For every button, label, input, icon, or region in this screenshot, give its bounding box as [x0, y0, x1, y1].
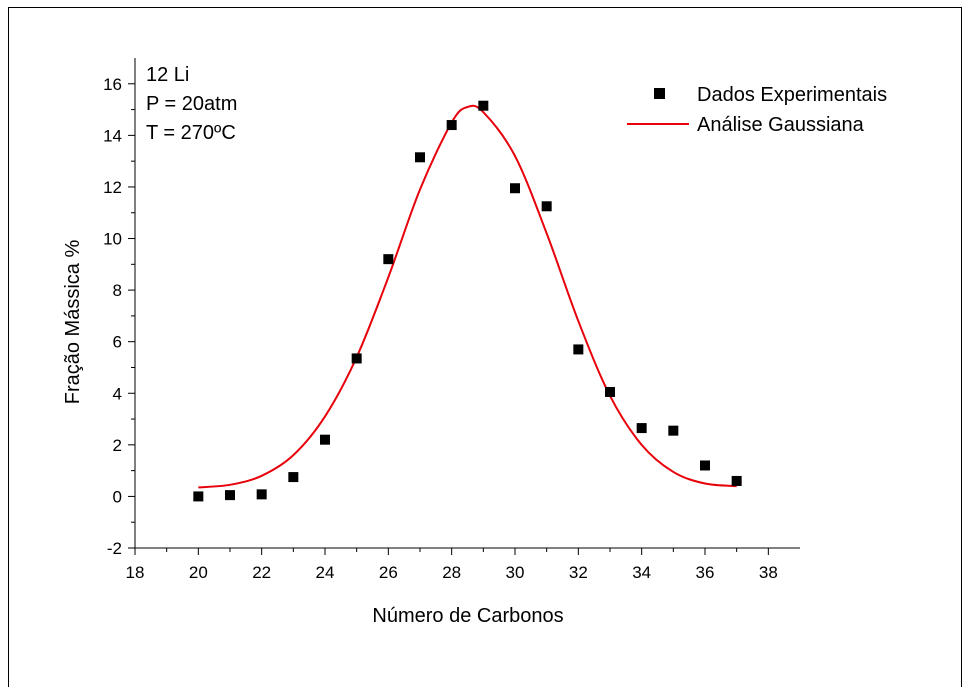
x-tick-label: 32 [569, 563, 588, 582]
data-point [288, 472, 299, 483]
data-point [605, 386, 615, 397]
data-point [700, 460, 710, 471]
x-tick-label: 38 [759, 563, 778, 582]
data-point [415, 152, 425, 163]
y-axis-label: Fração Mássica % [62, 240, 84, 405]
legend: Dados Experimentais Análise Gaussiana [627, 84, 887, 136]
curve-layer [198, 104, 737, 489]
data-point [478, 100, 489, 111]
data-point [351, 353, 362, 364]
y-tick-label: 4 [113, 384, 122, 403]
data-point [636, 423, 647, 434]
data-point [320, 434, 330, 445]
y-tick-label: 12 [103, 178, 122, 197]
y-tick-label: -2 [107, 539, 122, 558]
data-point [256, 489, 267, 500]
x-tick-label: 26 [379, 563, 398, 582]
x-tick-label: 20 [189, 563, 208, 582]
y-tick-label: 16 [103, 75, 122, 94]
data-point [193, 491, 204, 502]
data-point [383, 254, 394, 265]
x-tick-label: 22 [252, 563, 271, 582]
y-tick-label: 6 [113, 333, 122, 352]
annotation-line-2: P = 20atm [146, 93, 237, 115]
y-tick-label: 0 [113, 487, 122, 506]
annotation-line-1: 12 Li [146, 64, 189, 86]
x-tick-label: 34 [632, 563, 651, 582]
data-point [510, 183, 520, 194]
y-tick-label: 2 [113, 436, 122, 455]
data-point [446, 120, 457, 131]
figure-frame [8, 7, 962, 687]
y-tick-label: 14 [103, 126, 122, 145]
series-line-analise-gaussiana [198, 104, 737, 489]
x-tick-label: 28 [442, 563, 461, 582]
tick-marks [128, 83, 769, 555]
annotation-line-3: T = 270ºC [146, 122, 236, 144]
data-point [668, 425, 679, 436]
x-tick-label: 36 [696, 563, 715, 582]
x-tick-label: 18 [126, 563, 145, 582]
data-point [225, 490, 235, 501]
legend-marker-points [654, 88, 665, 99]
legend-label-points: Dados Experimentais [697, 84, 887, 106]
y-tick-label: 8 [113, 281, 122, 300]
data-point [573, 344, 584, 355]
x-tick-label: 30 [506, 563, 525, 582]
data-point [541, 201, 552, 212]
points-layer [193, 100, 742, 502]
legend-label-curve: Análise Gaussiana [697, 114, 865, 136]
x-tick-label: 24 [316, 563, 335, 582]
y-tick-label: 10 [103, 230, 122, 249]
axes [134, 58, 800, 549]
data-point [731, 475, 742, 486]
x-axis-label: Número de Carbonos [372, 605, 563, 627]
